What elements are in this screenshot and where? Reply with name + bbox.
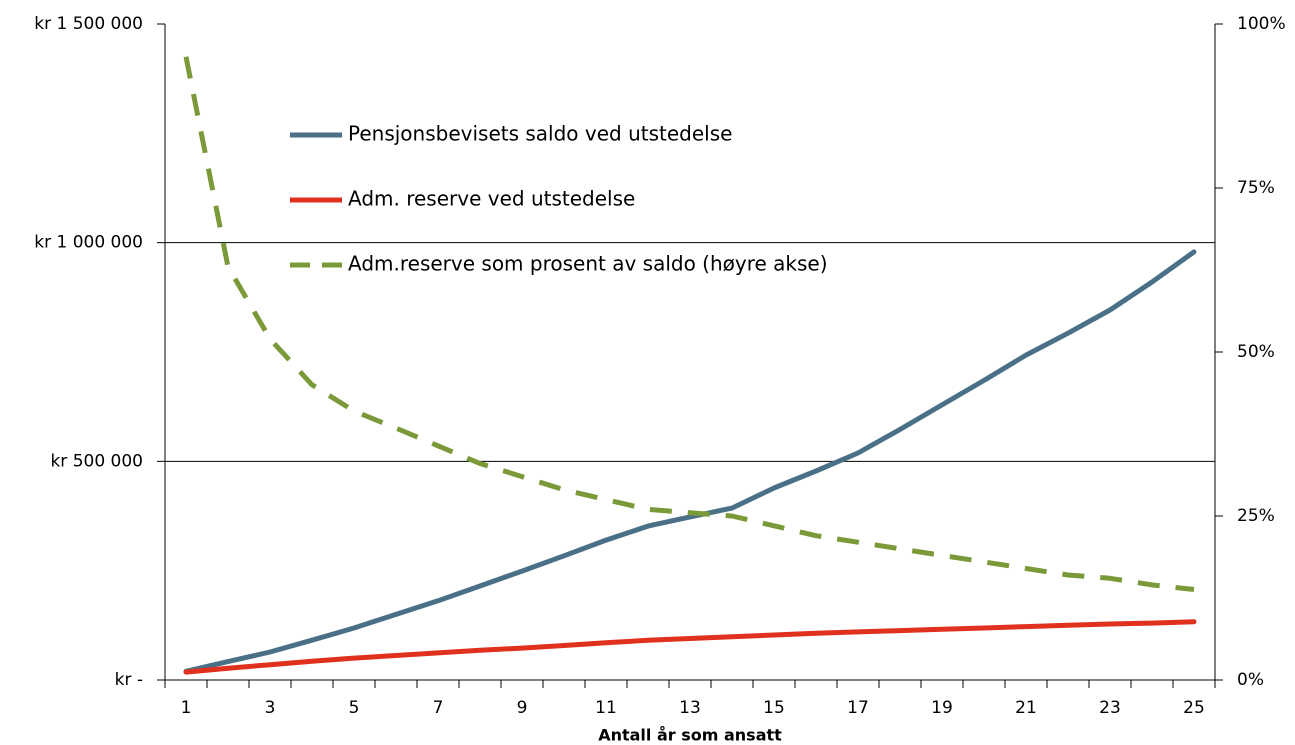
y-tick-label: kr 1 500 000 [34,14,143,34]
x-tick-label: 17 [847,698,869,718]
x-axis-title: Antall år som ansatt [598,726,782,745]
series-line [183,249,1197,674]
x-tick-label: 9 [517,698,528,718]
x-tick-label: 21 [1015,698,1037,718]
legend-text: Adm. reserve ved utstedelse [348,187,635,211]
y2-tick-label: 75% [1237,178,1275,198]
y2-tick-label: 100% [1237,14,1286,34]
y2-tick-label: 0% [1237,670,1264,690]
x-tick-label: 15 [763,698,785,718]
y2-tick-label: 50% [1237,342,1275,362]
y-tick-label: kr 500 000 [50,451,143,471]
x-tick-label: 3 [265,698,276,718]
x-tick-label: 7 [433,698,444,718]
x-tick-label: 23 [1099,698,1121,718]
series-line [183,619,1197,675]
y-tick-label: kr 1 000 000 [34,233,143,253]
x-tick-label: 13 [679,698,701,718]
legend-text: Adm.reserve som prosent av saldo (høyre … [348,252,828,276]
x-tick-label: 11 [595,698,617,718]
y-tick-label: kr - [115,670,143,690]
x-tick-label: 19 [931,698,953,718]
x-tick-label: 5 [349,698,360,718]
legend-text: Pensjonsbevisets saldo ved utstedelse [348,122,732,146]
y2-tick-label: 25% [1237,506,1275,526]
x-tick-label: 25 [1183,698,1205,718]
x-tick-label: 1 [181,698,192,718]
series-line [183,56,1195,592]
